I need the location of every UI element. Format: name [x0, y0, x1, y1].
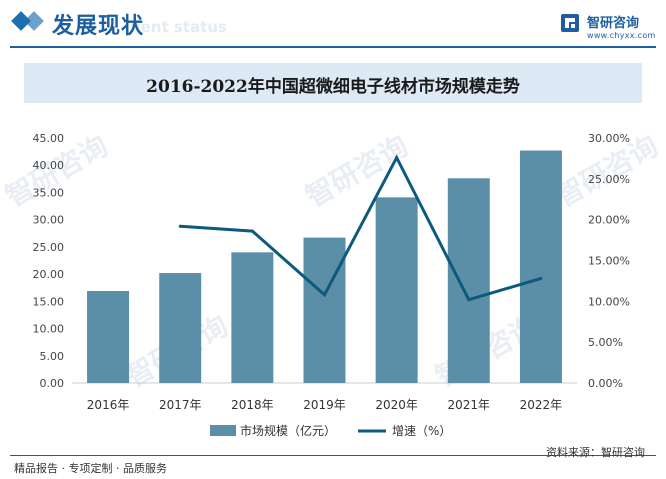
bar: [87, 290, 130, 383]
x-tick-label: 2017年: [159, 398, 202, 412]
x-tick-label: 2021年: [448, 398, 491, 412]
growth-point: [178, 224, 182, 228]
footer-divider: [10, 455, 656, 456]
brand-url: www.chyxx.com: [587, 31, 656, 40]
x-tick-label: 2022年: [520, 398, 563, 412]
chart-title: 2016-2022年中国超微细电子线材市场规模走势: [146, 77, 520, 97]
growth-point: [467, 298, 471, 302]
y-left-tick-label: 10.00: [33, 323, 65, 336]
y-right-tick-label: 25.00%: [588, 173, 630, 186]
growth-point: [395, 156, 399, 160]
x-tick-label: 2019年: [303, 398, 346, 412]
brand-name: 智研咨询: [587, 16, 640, 31]
legend-line-label: 增速（%）: [392, 424, 451, 438]
y-right-tick-label: 15.00%: [588, 255, 630, 268]
growth-line: [180, 154, 542, 302]
x-tick-label: 2018年: [231, 398, 274, 412]
header-divider: [10, 46, 656, 48]
y-left-tick-label: 5.00: [40, 350, 65, 363]
y-left-tick-label: 45.00: [33, 132, 65, 145]
y-left-tick-label: 30.00: [33, 214, 65, 227]
bar: [159, 273, 202, 383]
growth-point: [323, 293, 326, 297]
x-tick-label: 2016年: [87, 398, 130, 412]
bar: [303, 237, 346, 383]
bar: [519, 150, 562, 383]
growth-point: [539, 276, 543, 280]
y-right-tick-label: 0.00%: [588, 377, 623, 390]
y-right-tick-label: 20.00%: [588, 214, 630, 227]
brand-logo-icon: [561, 14, 579, 32]
section-header: nent status 发展现状 智研咨询 www.chyxx.com: [0, 0, 666, 46]
legend-bar-label: 市场规模（亿元）: [240, 423, 336, 438]
y-left-tick-label: 15.00: [33, 295, 65, 308]
legend-bar-swatch: [210, 425, 236, 436]
y-left-tick-label: 20.00: [33, 268, 65, 281]
bar: [375, 197, 418, 383]
bar: [447, 178, 490, 383]
y-right-tick-label: 10.00%: [588, 295, 630, 308]
source-note: 资料来源：智研咨询: [546, 446, 645, 459]
y-left-tick-label: 0.00: [40, 377, 65, 390]
section-subtitle: nent status: [130, 18, 227, 36]
y-right-tick-label: 5.00%: [588, 336, 623, 349]
bar: [231, 252, 274, 383]
footer-tagline: 精品报告 · 专项定制 · 品质服务: [14, 462, 167, 475]
x-tick-label: 2020年: [375, 398, 418, 412]
y-left-tick-label: 25.00: [33, 241, 65, 254]
y-left-tick-label: 35.00: [33, 186, 65, 199]
y-left-tick-label: 40.00: [33, 159, 65, 172]
y-right-tick-label: 30.00%: [588, 132, 630, 145]
section-title: 发展现状: [52, 14, 145, 39]
growth-point: [250, 229, 254, 233]
chart-title-band: [24, 63, 642, 103]
